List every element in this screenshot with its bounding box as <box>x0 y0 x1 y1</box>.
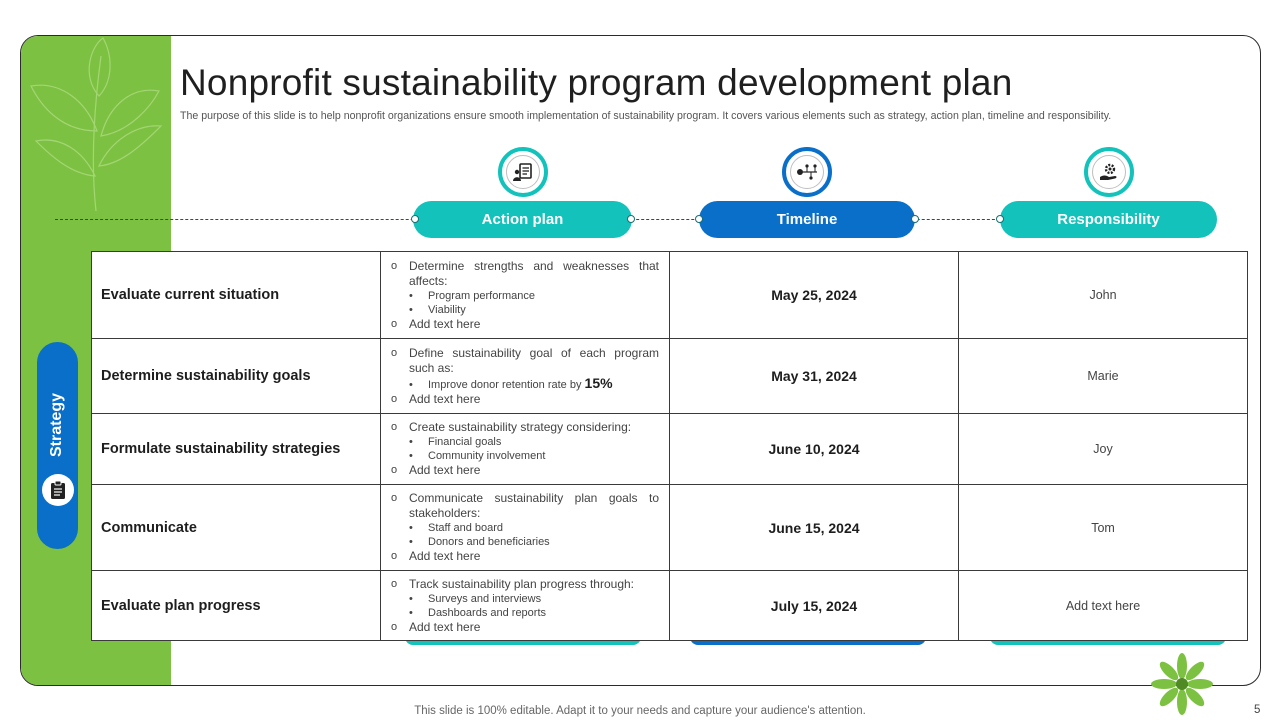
action-tail: Add text here <box>409 549 481 563</box>
action-cell: o Communicate sustainability plan goals t… <box>380 484 670 571</box>
plan-table: Evaluate current situation o Determine st… <box>91 251 1248 641</box>
action-lead: Track sustainability plan progress throu… <box>409 576 634 591</box>
action-bullet: Community involvement <box>428 450 546 462</box>
timeline-cell: May 31, 2024 <box>669 338 959 414</box>
clipboard-icon <box>51 480 65 499</box>
action-tail: Add text here <box>409 463 481 477</box>
responsibility-cell: Joy <box>958 413 1248 485</box>
action-lead: Communicate sustainability plan goals to… <box>409 491 659 520</box>
strategy-header <box>37 342 78 549</box>
strategy-cell: Evaluate current situation <box>91 251 381 339</box>
action-plan-icon-badge <box>498 147 548 197</box>
page-title: Nonprofit sustainability program develop… <box>180 62 1013 103</box>
action-lead: Create sustainability strategy consideri… <box>409 420 632 434</box>
action-lead: Define sustainability goal of each progr… <box>409 345 659 375</box>
action-cell: o Create sustainability strategy consider… <box>380 413 670 485</box>
table-row: Evaluate current situation o Determine st… <box>91 251 1248 339</box>
timeline-cell: July 15, 2024 <box>669 570 959 641</box>
footer-note: This slide is 100% editable. Adapt it to… <box>414 705 866 717</box>
strategy-header-label: Strategy <box>48 392 65 458</box>
timeline-cell: May 25, 2024 <box>669 251 959 339</box>
page-number: 5 <box>1254 704 1261 716</box>
table-row: Evaluate plan progress o Track sustainabi… <box>91 570 1248 641</box>
checklist-person-icon <box>513 163 532 181</box>
flower-decoration-icon <box>1151 653 1213 715</box>
action-tail: Add text here <box>409 391 481 406</box>
strategy-cell: Formulate sustainability strategies <box>91 413 381 485</box>
action-bullet: Surveys and interviews <box>428 592 542 605</box>
timeline-network-icon <box>797 164 817 180</box>
connector-dot <box>695 215 703 223</box>
highlight-value: 15% <box>584 374 613 391</box>
leaf-decoration-icon <box>30 37 163 212</box>
responsibility-cell: Add text here <box>958 570 1248 641</box>
timeline-icon-badge <box>782 147 832 197</box>
page-subtitle: The purpose of this slide is to help non… <box>180 110 1112 122</box>
connector-dot <box>411 215 419 223</box>
hand-gear-icon <box>1100 163 1117 180</box>
action-bullet: Improve donor retention rate by <box>428 378 582 391</box>
table-row: Communicate o Communicate sustainability … <box>91 484 1248 571</box>
action-tail: Add text here <box>409 619 481 634</box>
action-cell: o Determine strengths and weaknesses that… <box>380 251 670 339</box>
responsibility-cell: Marie <box>958 338 1248 414</box>
timeline-cell: June 10, 2024 <box>669 413 959 485</box>
table-row: Formulate sustainability strategies o Cre… <box>91 413 1248 485</box>
connector-dot <box>911 215 919 223</box>
connector-dot <box>627 215 635 223</box>
action-plan-header: Action plan <box>413 201 632 238</box>
table-row: Determine sustainability goals o Define s… <box>91 338 1248 414</box>
connector-dot <box>996 215 1004 223</box>
responsibility-icon-badge <box>1084 147 1134 197</box>
action-bullet: Donors and beneficiaries <box>428 536 550 548</box>
action-bullet: Staff and board <box>428 522 504 534</box>
responsibility-header: Responsibility <box>1000 201 1217 238</box>
responsibility-cell: Tom <box>958 484 1248 571</box>
action-cell: o Define sustainability goal of each prog… <box>380 338 670 414</box>
action-bullet: Financial goals <box>428 436 502 448</box>
action-tail: Add text here <box>409 316 481 331</box>
action-cell: o Track sustainability plan progress thro… <box>380 570 670 641</box>
strategy-icon-badge <box>42 474 74 506</box>
timeline-cell: June 15, 2024 <box>669 484 959 571</box>
strategy-cell: Evaluate plan progress <box>91 570 381 641</box>
strategy-cell: Communicate <box>91 484 381 571</box>
strategy-cell: Determine sustainability goals <box>91 338 381 414</box>
action-lead: Determine strengths and weaknesses that … <box>409 258 659 288</box>
timeline-header: Timeline <box>699 201 915 238</box>
action-bullet: Dashboards and reports <box>428 606 547 619</box>
action-bullet: Program performance <box>428 289 535 302</box>
responsibility-cell: John <box>958 251 1248 339</box>
action-bullet: Viability <box>428 303 466 316</box>
